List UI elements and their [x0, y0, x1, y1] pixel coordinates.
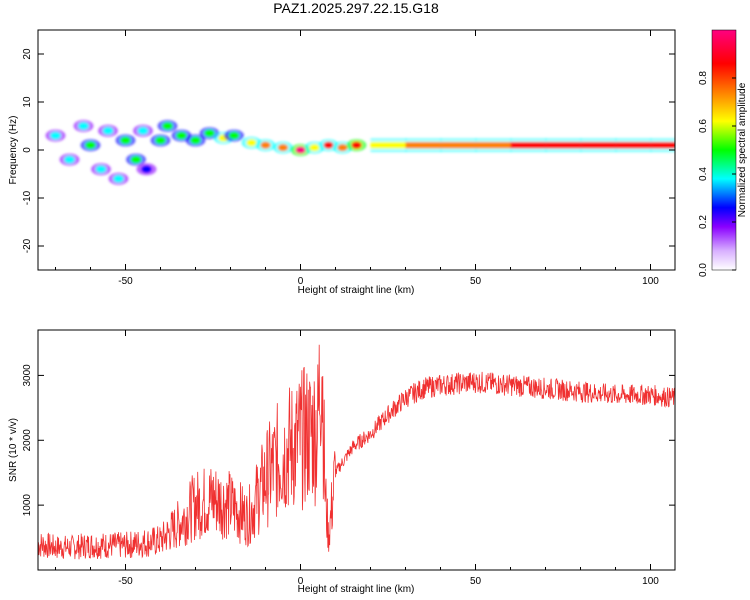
spectrogram-blob [131, 156, 141, 164]
colorbar-tick-label: 0.2 [698, 215, 709, 229]
snr1-ytick-label: 2000 [22, 429, 33, 452]
spectrogram-blob [278, 144, 288, 152]
spec0-ytick-label: 20 [22, 48, 33, 60]
spectrogram-blob [246, 139, 257, 147]
snr1-ytick-label: 1000 [22, 494, 33, 517]
spectrogram-blob [204, 129, 215, 137]
spec0-xtick-label: 50 [470, 276, 482, 287]
spectrogram-blob [103, 127, 113, 135]
spectrogram-blob [120, 136, 131, 144]
spectrogram-ridge [370, 142, 407, 149]
snr1-xtick-label: 0 [298, 576, 304, 587]
spectrogram-blob [64, 156, 75, 164]
snr-ylabel: SNR (10 * v/v) [8, 418, 19, 482]
snr1-xtick-label: -50 [118, 576, 133, 587]
spec0-ytick-label: 10 [22, 96, 33, 108]
spectrogram-blob [155, 136, 166, 144]
spectrogram-blob [138, 127, 148, 135]
spectrogram-ridge [580, 142, 617, 149]
spectrogram-blob [96, 165, 106, 173]
spectrogram-blob [162, 122, 173, 130]
snr-line [38, 344, 675, 560]
spectrogram-xlabel: Height of straight line (km) [298, 285, 415, 296]
colorbar-tick-label: 0.6 [698, 119, 709, 133]
spectrogram-ridge [440, 142, 477, 149]
colorbar-label: Normalized spectral amplitude [737, 82, 748, 217]
spectrogram-blob [309, 144, 320, 152]
snr-xlabel: Height of straight line (km) [298, 584, 415, 595]
snr1-ytick-label: 3000 [22, 364, 33, 387]
spectrogram-ridge [510, 142, 547, 149]
spec0-xtick-label: 0 [298, 276, 304, 287]
spec0-xtick-label: -50 [118, 276, 133, 287]
spectrogram-blob [141, 165, 152, 173]
spec0-ytick-label: -10 [22, 190, 33, 205]
spectrogram-ridge [475, 142, 512, 149]
spectrogram-blob [50, 132, 61, 140]
snr-frame [37, 329, 676, 571]
spectrogram-blob [229, 132, 239, 140]
spectrogram-ridge [650, 142, 675, 149]
spectrogram-ridge [405, 142, 442, 149]
spectrogram-blob [260, 141, 271, 149]
spectrogram-blob [113, 175, 124, 183]
colorbar-tick-label: 0.8 [698, 71, 709, 85]
spectrogram-ridge [615, 142, 652, 149]
spectrogram-blob [190, 136, 201, 144]
spectrogram-blob [176, 132, 187, 140]
spec0-xtick-label: 100 [642, 276, 659, 287]
spectrogram-ylabel: Frequency (Hz) [8, 116, 19, 185]
spectrogram-blob [85, 141, 96, 149]
colorbar: 0.0 0.2 0.4 0.6 0.8 Normalized spectral ampl… [698, 29, 748, 277]
spectrogram-blob [337, 144, 348, 152]
chart-title: PAZ1.2025.297.22.15.G18 [273, 0, 439, 16]
spectrogram-blob [323, 141, 334, 149]
spectrogram-blob [295, 146, 306, 154]
spectrogram-blob [351, 141, 362, 149]
colorbar-gradient [711, 29, 737, 271]
spec0-ytick-label: 0 [22, 147, 33, 153]
spectrogram-blob [78, 122, 89, 130]
snr1-xtick-label: 100 [642, 576, 659, 587]
colorbar-tick-label: 0.4 [698, 167, 709, 181]
snr1-xtick-label: 50 [470, 576, 482, 587]
snr-panel: -50 0 50 100 1000 2000 3000 Height of straight… [8, 329, 676, 595]
spec0-ytick-label: -20 [22, 238, 33, 253]
spectrogram-panel: -50 0 50 100 -20 -10 0 10 20 Height of straight … [8, 29, 676, 296]
spectrogram-ridge [545, 142, 582, 149]
colorbar-tick-label: 0.0 [698, 263, 709, 277]
